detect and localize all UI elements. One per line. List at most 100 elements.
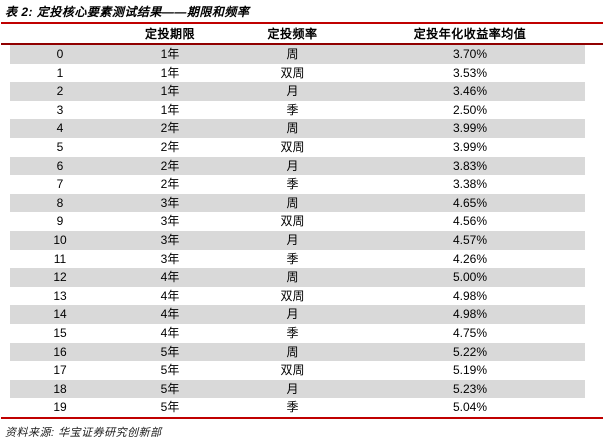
- table-cell: 10: [53, 232, 67, 247]
- table-cell: 3.99%: [452, 139, 488, 154]
- table-cell: 4: [56, 121, 64, 136]
- table-cell: 3.70%: [452, 47, 488, 61]
- table-row: 3 1年 季 2.50%: [10, 100, 585, 120]
- table-row: 0 1年 周 3.70%: [10, 45, 585, 64]
- table-cell: 5: [56, 139, 64, 154]
- table-cell: 8: [56, 195, 64, 210]
- table-cell: 1年: [160, 84, 180, 99]
- table-cell: 14: [53, 307, 67, 322]
- table-cell: 季: [286, 325, 299, 340]
- table-row: 12 4年 周 5.00%: [10, 268, 585, 287]
- table-cell: 5.22%: [452, 344, 488, 359]
- table-cell: 4年: [160, 307, 180, 322]
- column-header-index: [10, 26, 110, 43]
- table-cell: 4年: [160, 288, 180, 303]
- table-cell: 4.57%: [452, 232, 488, 247]
- table-cell: 4年: [160, 325, 180, 340]
- column-header-avg-annual-return: 定投年化收益率均值: [413, 27, 527, 41]
- table-cell: 18: [53, 381, 67, 396]
- table-cell: 5年: [160, 381, 180, 396]
- table-cell: 3年: [160, 251, 180, 266]
- table-row: 10 3年 月 4.57%: [10, 230, 585, 250]
- table-cell: 2: [56, 84, 64, 99]
- table-cell: 1年: [160, 47, 180, 61]
- table-row: 18 5年 月 5.23%: [10, 379, 585, 399]
- table-header-row: 定投期限 定投频率 定投年化收益率均值: [10, 24, 585, 43]
- table-cell: 4.98%: [452, 288, 488, 303]
- table-row: 7 2年 季 3.38%: [10, 175, 585, 194]
- table-cell: 9: [56, 214, 64, 229]
- table-cell: 双周: [280, 214, 305, 229]
- table-cell: 7: [56, 177, 64, 192]
- table-cell: 月: [286, 232, 299, 247]
- table-cell: 5.00%: [452, 270, 488, 285]
- table-cell: 双周: [280, 288, 305, 303]
- table-cell: 5.23%: [452, 381, 488, 396]
- table-cell: 双周: [280, 139, 305, 154]
- table-cell: 季: [286, 251, 299, 266]
- table-cell: 16: [53, 344, 67, 359]
- table-row: 16 5年 周 5.22%: [10, 342, 585, 362]
- column-header-term: 定投期限: [144, 27, 195, 41]
- table-row: 9 3年 双周 4.56%: [10, 212, 585, 231]
- title-divider-line: [1, 22, 603, 24]
- table-cell: 2年: [160, 121, 180, 136]
- table-row: 8 3年 周 4.65%: [10, 193, 585, 213]
- table-cell: 3年: [160, 195, 180, 210]
- table-cell: 13: [53, 288, 67, 303]
- table-cell: 3.53%: [452, 65, 488, 80]
- table-cell: 12: [53, 270, 67, 285]
- table-cell: 19: [53, 400, 67, 415]
- table-cell: 0: [56, 47, 64, 61]
- table-cell: 5.04%: [452, 400, 488, 415]
- table-cell: 2年: [160, 158, 180, 173]
- table-cell: 周: [286, 121, 299, 136]
- table-cell: 4.26%: [452, 251, 488, 266]
- table-cell: 3.99%: [452, 121, 488, 136]
- table-cell: 3.38%: [452, 177, 488, 192]
- table-cell: 月: [286, 381, 299, 396]
- table-title: 表 2: 定投核心要素测试结果——期限和频率: [5, 5, 250, 19]
- table-cell: 周: [286, 344, 299, 359]
- table-row: 2 1年 月 3.46%: [10, 82, 585, 101]
- table-cell: 11: [53, 251, 67, 266]
- table-cell: 2.50%: [452, 102, 488, 117]
- table-cell: 2年: [160, 177, 180, 192]
- table-cell: 周: [286, 270, 299, 285]
- table-cell: 季: [286, 400, 299, 415]
- table-cell: 1年: [160, 102, 180, 117]
- table-row: 14 4年 月 4.98%: [10, 305, 585, 324]
- table-bottom-line: [1, 416, 603, 419]
- table-cell: 3.46%: [452, 84, 488, 99]
- table-cell: 4.75%: [452, 325, 488, 340]
- table-row: 11 3年 季 4.26%: [10, 249, 585, 269]
- table-cell: 双周: [280, 363, 305, 378]
- table-cell: 5.19%: [452, 363, 488, 378]
- table-cell: 17: [53, 363, 67, 378]
- table-row: 6 2年 月 3.83%: [10, 156, 585, 176]
- table-cell: 5年: [160, 344, 180, 359]
- table-cell: 3年: [160, 232, 180, 247]
- table-cell: 4.98%: [452, 307, 488, 322]
- table-cell: 月: [286, 84, 299, 99]
- table-cell: 5年: [160, 363, 180, 378]
- table-row: 15 4年 季 4.75%: [10, 323, 585, 343]
- table-row: 4 2年 周 3.99%: [10, 119, 585, 138]
- table-cell: 15: [53, 325, 67, 340]
- table-row: 1 1年 双周 3.53%: [10, 63, 585, 83]
- column-header-frequency: 定投频率: [267, 27, 318, 41]
- table-cell: 周: [286, 195, 299, 210]
- table-cell: 季: [286, 177, 299, 192]
- table-cell: 月: [286, 307, 299, 322]
- table-cell: 周: [286, 47, 299, 61]
- table-cell: 5年: [160, 400, 180, 415]
- table-cell: 季: [286, 102, 299, 117]
- table-cell: 4.56%: [452, 214, 488, 229]
- table-cell: 6: [56, 158, 64, 173]
- table-cell: 3: [56, 102, 64, 117]
- table-cell: 3.83%: [452, 158, 488, 173]
- table-cell: 2年: [160, 139, 180, 154]
- table-cell: 4.65%: [452, 195, 488, 210]
- table-cell: 3年: [160, 214, 180, 229]
- header-divider-line: [1, 43, 603, 45]
